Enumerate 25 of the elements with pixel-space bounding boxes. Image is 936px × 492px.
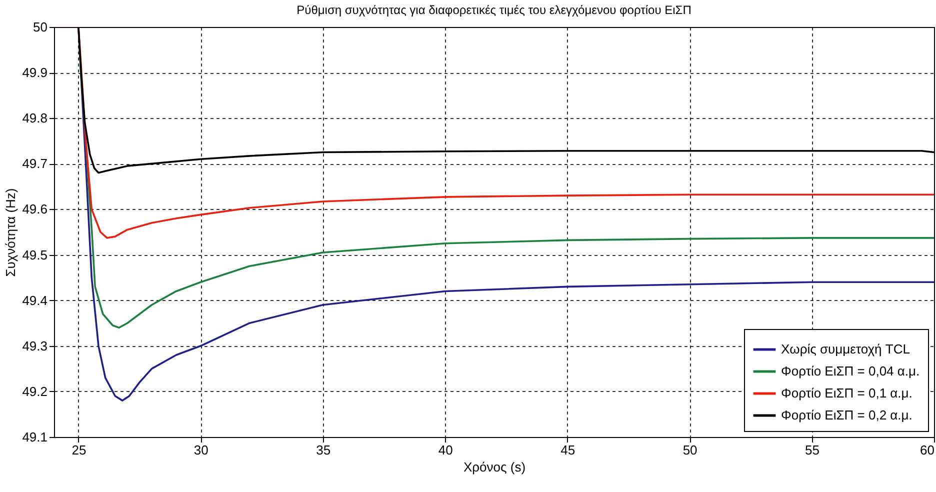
y-tick-label: 49.4 <box>22 292 48 308</box>
chart-title: Ρύθμιση συχνότητας για διαφορετικές τιμές του ελεγχόμενου φορτίου ΕιΣΠ <box>296 3 692 17</box>
y-tick-label: 49.6 <box>22 202 48 217</box>
x-tick-label: 55 <box>805 442 820 458</box>
legend-label: Φορτίο ΕιΣΠ = 0,04 α.μ. <box>781 364 920 378</box>
y-tick-label: 49.5 <box>22 247 48 262</box>
y-tick-label: 49.3 <box>22 338 48 354</box>
y-tick-label: 50 <box>33 20 48 34</box>
y-tick-label: 49.1 <box>22 430 48 444</box>
legend-label: Φορτίο ΕιΣΠ = 0,2 α.μ. <box>781 408 912 422</box>
x-tick-label: 50 <box>682 442 698 458</box>
x-axis-title: Χρόνος (s) <box>463 460 526 474</box>
y-tick-label: 49.7 <box>22 156 48 172</box>
legend-label: Χωρίς συμμετοχή TCL <box>781 342 910 356</box>
x-tick-label: 45 <box>560 442 576 458</box>
y-tick-label: 49.8 <box>22 110 48 126</box>
y-tick-label: 49.2 <box>22 384 48 399</box>
legend-label: Φορτίο ΕιΣΠ = 0,1 α.μ. <box>781 386 912 400</box>
x-tick-label: 40 <box>438 442 453 458</box>
x-tick-label: 30 <box>194 442 208 458</box>
x-tick-label: 35 <box>316 442 331 458</box>
x-tick-label: 25 <box>72 442 86 458</box>
x-tick-label: 60 <box>920 442 934 458</box>
y-axis-title: Συχνότητα (Hz) <box>3 188 18 277</box>
y-tick-label: 49.9 <box>22 65 48 80</box>
